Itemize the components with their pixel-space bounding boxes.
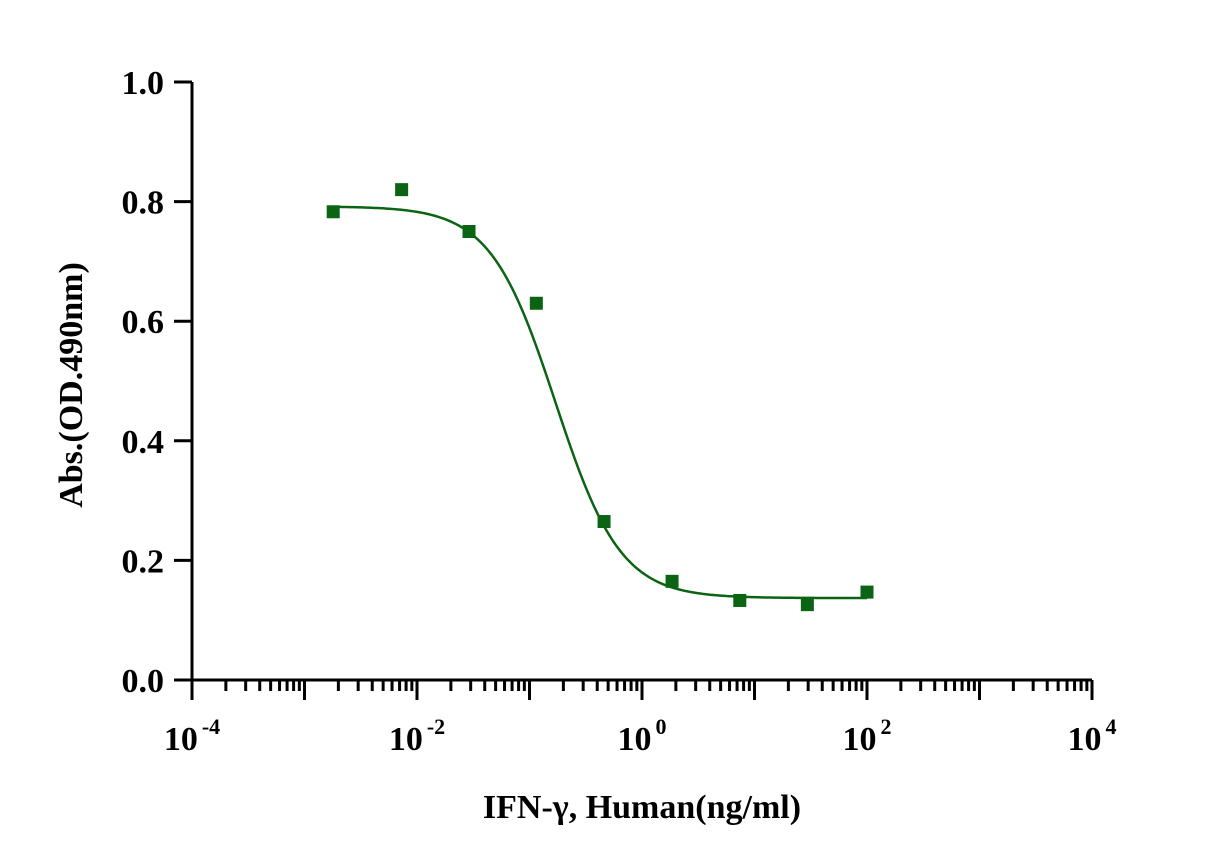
x-tick-label: 10 2 — [843, 714, 892, 758]
data-point — [326, 205, 340, 219]
x-tick-label: 10 0 — [618, 714, 667, 758]
y-tick-label: 0.6 — [122, 304, 165, 341]
data-point — [529, 296, 543, 310]
x-axis-title: IFN-γ, Human(ng/ml) — [483, 789, 801, 826]
data-point — [462, 225, 476, 238]
data-point — [395, 183, 409, 197]
y-tick-label: 0.8 — [122, 185, 165, 222]
y-tick-label: 0.2 — [122, 543, 165, 580]
data-point — [665, 574, 679, 588]
y-axis-title: Abs.(OD.490nm) — [53, 262, 90, 508]
data-points — [326, 183, 874, 612]
data-point — [733, 593, 747, 607]
x-tick-label: 10 4 — [1068, 714, 1117, 758]
y-tick-label: 0.4 — [122, 424, 165, 461]
axis-labels: 0.0 0.2 0.4 0.6 0.8 1.0 10 -4 10 -2 10 0 10 2 10 4 IFN-γ… — [53, 65, 1117, 826]
data-point — [597, 515, 611, 529]
x-tick-label: 10 -4 — [164, 714, 220, 758]
axes — [174, 80, 1094, 700]
y-tick-label: 0.0 — [122, 663, 165, 700]
fit-curve — [333, 205, 868, 600]
data-point — [800, 598, 814, 612]
y-tick-label: 1.0 — [122, 65, 165, 102]
data-point — [860, 585, 874, 599]
x-tick-label: 10 -2 — [389, 714, 445, 758]
fit-curve-group — [333, 205, 868, 600]
